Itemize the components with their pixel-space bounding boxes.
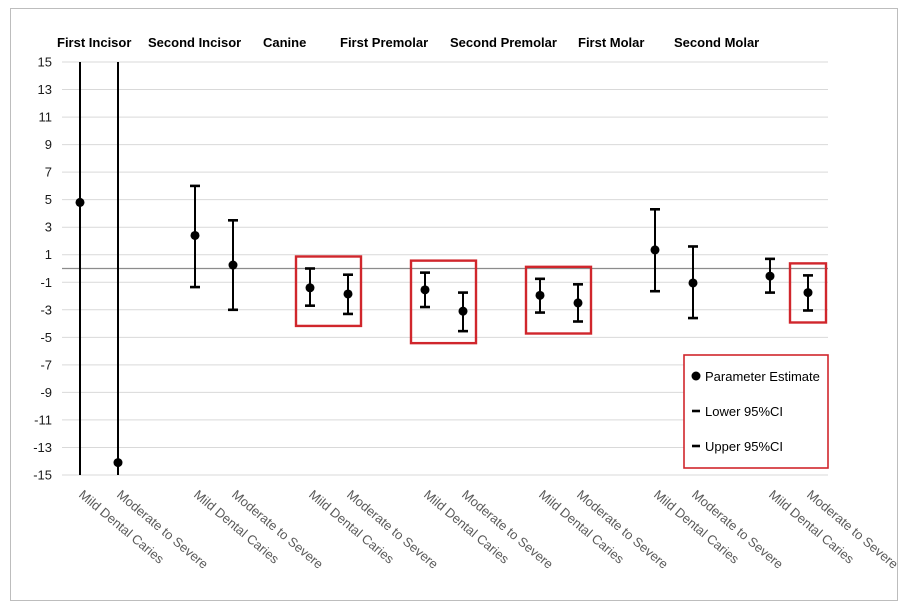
parameter-estimate-point [343, 289, 353, 299]
y-tick-label: -3 [40, 302, 52, 317]
group-label: First Molar [578, 35, 644, 50]
group-label: Canine [263, 35, 306, 50]
y-tick-label: 5 [45, 192, 52, 207]
group-label: First Incisor [57, 35, 131, 50]
y-tick-label: 3 [45, 220, 52, 235]
y-tick-label: -9 [40, 385, 52, 400]
y-tick-label: -11 [34, 412, 52, 427]
parameter-estimate-point [535, 290, 545, 300]
group-label: Second Incisor [148, 35, 241, 50]
parameter-estimate-point [305, 283, 315, 293]
parameter-estimate-point [650, 245, 660, 255]
y-tick-label: 11 [39, 110, 53, 125]
parameter-estimate-point [228, 260, 238, 270]
parameter-estimate-point [765, 271, 775, 281]
parameter-estimate-point [573, 298, 583, 308]
parameter-estimate-point [113, 458, 123, 468]
group-label: First Premolar [340, 35, 428, 50]
highlight-box [409, 259, 478, 345]
y-tick-label: 13 [38, 82, 52, 97]
legend-entry: Parameter Estimate [705, 369, 820, 384]
highlight-box [788, 262, 828, 324]
y-tick-label: 9 [45, 137, 52, 152]
highlight-box [294, 255, 363, 328]
y-tick-label: -13 [33, 440, 52, 455]
legend-box [683, 354, 829, 469]
group-label: Second Premolar [450, 35, 557, 50]
parameter-estimate-point [190, 230, 200, 240]
legend-entry: Lower 95%CI [705, 404, 783, 419]
parameter-estimate-point [458, 306, 468, 316]
y-tick-label: 7 [45, 165, 52, 180]
group-label: Second Molar [674, 35, 759, 50]
legend-marker-estimate [691, 371, 701, 381]
parameter-estimate-point [420, 285, 430, 295]
y-tick-label: -15 [33, 468, 52, 483]
parameter-estimate-point [803, 288, 813, 298]
y-tick-label: 15 [38, 55, 52, 70]
highlight-box [524, 265, 593, 335]
parameter-estimate-point [75, 197, 85, 207]
parameter-estimate-point [688, 278, 698, 288]
chart-frame [10, 8, 898, 601]
legend-entry: Upper 95%CI [705, 439, 783, 454]
y-tick-label: 1 [45, 247, 52, 262]
y-tick-label: -5 [40, 330, 52, 345]
y-tick-label: -7 [40, 357, 52, 372]
y-tick-label: -1 [40, 275, 52, 290]
